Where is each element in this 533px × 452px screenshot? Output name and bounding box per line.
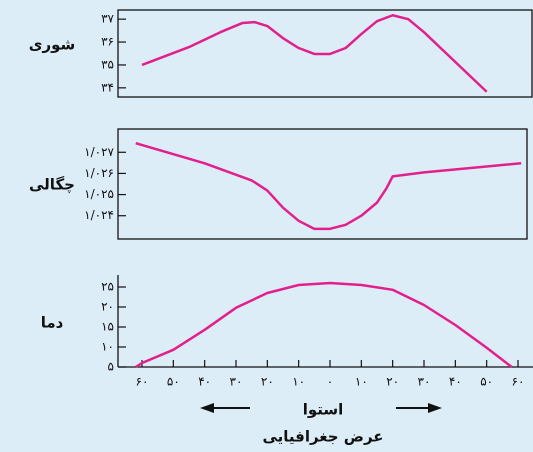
data-line [141,14,488,93]
x-tick-label: ۱۰ [355,375,368,389]
y-tick-label: ۳۴ [101,80,114,94]
y-tick-label: ۱۵ [101,320,114,334]
annotation: استوا [303,401,344,419]
x-tick-label: ۱۰ [292,375,305,389]
equator-arrows [200,403,442,413]
y-axis-label: چگالی [29,176,75,195]
x-tick-label: ۶۰ [512,375,525,389]
x-tick-label: ۴۰ [198,375,211,389]
y-tick-label: ۱/۰۲۴ [84,208,114,222]
x-axis-label: عرض جغرافیایی [262,428,383,446]
data-line [135,281,513,369]
y-tick-label: ۳۶ [101,35,114,49]
y-tick-label: ۱۰ [101,340,114,354]
y-tick-label: ۱/۰۲۶ [84,166,114,180]
arrow-right-head [428,403,442,413]
panel-frame [117,9,533,98]
data-line [135,141,522,231]
x-tick-label: ۳۰ [230,375,243,389]
x-tick-label: ۳۰ [418,375,431,389]
x-tick-label: ۰ [327,375,333,389]
x-tick-label: ۲۰ [386,375,399,389]
arrow-left-head [200,403,214,413]
y-tick-label: ۲۵ [101,280,114,294]
y-tick-label: ۵ [108,360,114,374]
x-tick-label: ۵۰ [167,375,180,389]
y-tick-label: ۳۷ [101,12,114,26]
y-tick-label: ۱/۰۲۷ [84,145,114,159]
panel-frame [117,128,528,240]
x-tick-label: ۶۰ [136,375,149,389]
y-axis-label: شوری [29,36,76,54]
x-tick-label: ۲۰ [261,375,274,389]
y-tick-label: ۱/۰۲۵ [84,187,114,201]
y-tick-label: ۲۰ [101,300,114,314]
y-axis-label: دما [41,314,64,332]
y-tick-label: ۳۵ [101,57,114,71]
x-tick-label: ۵۰ [480,375,493,389]
x-tick-label: ۴۰ [449,375,462,389]
